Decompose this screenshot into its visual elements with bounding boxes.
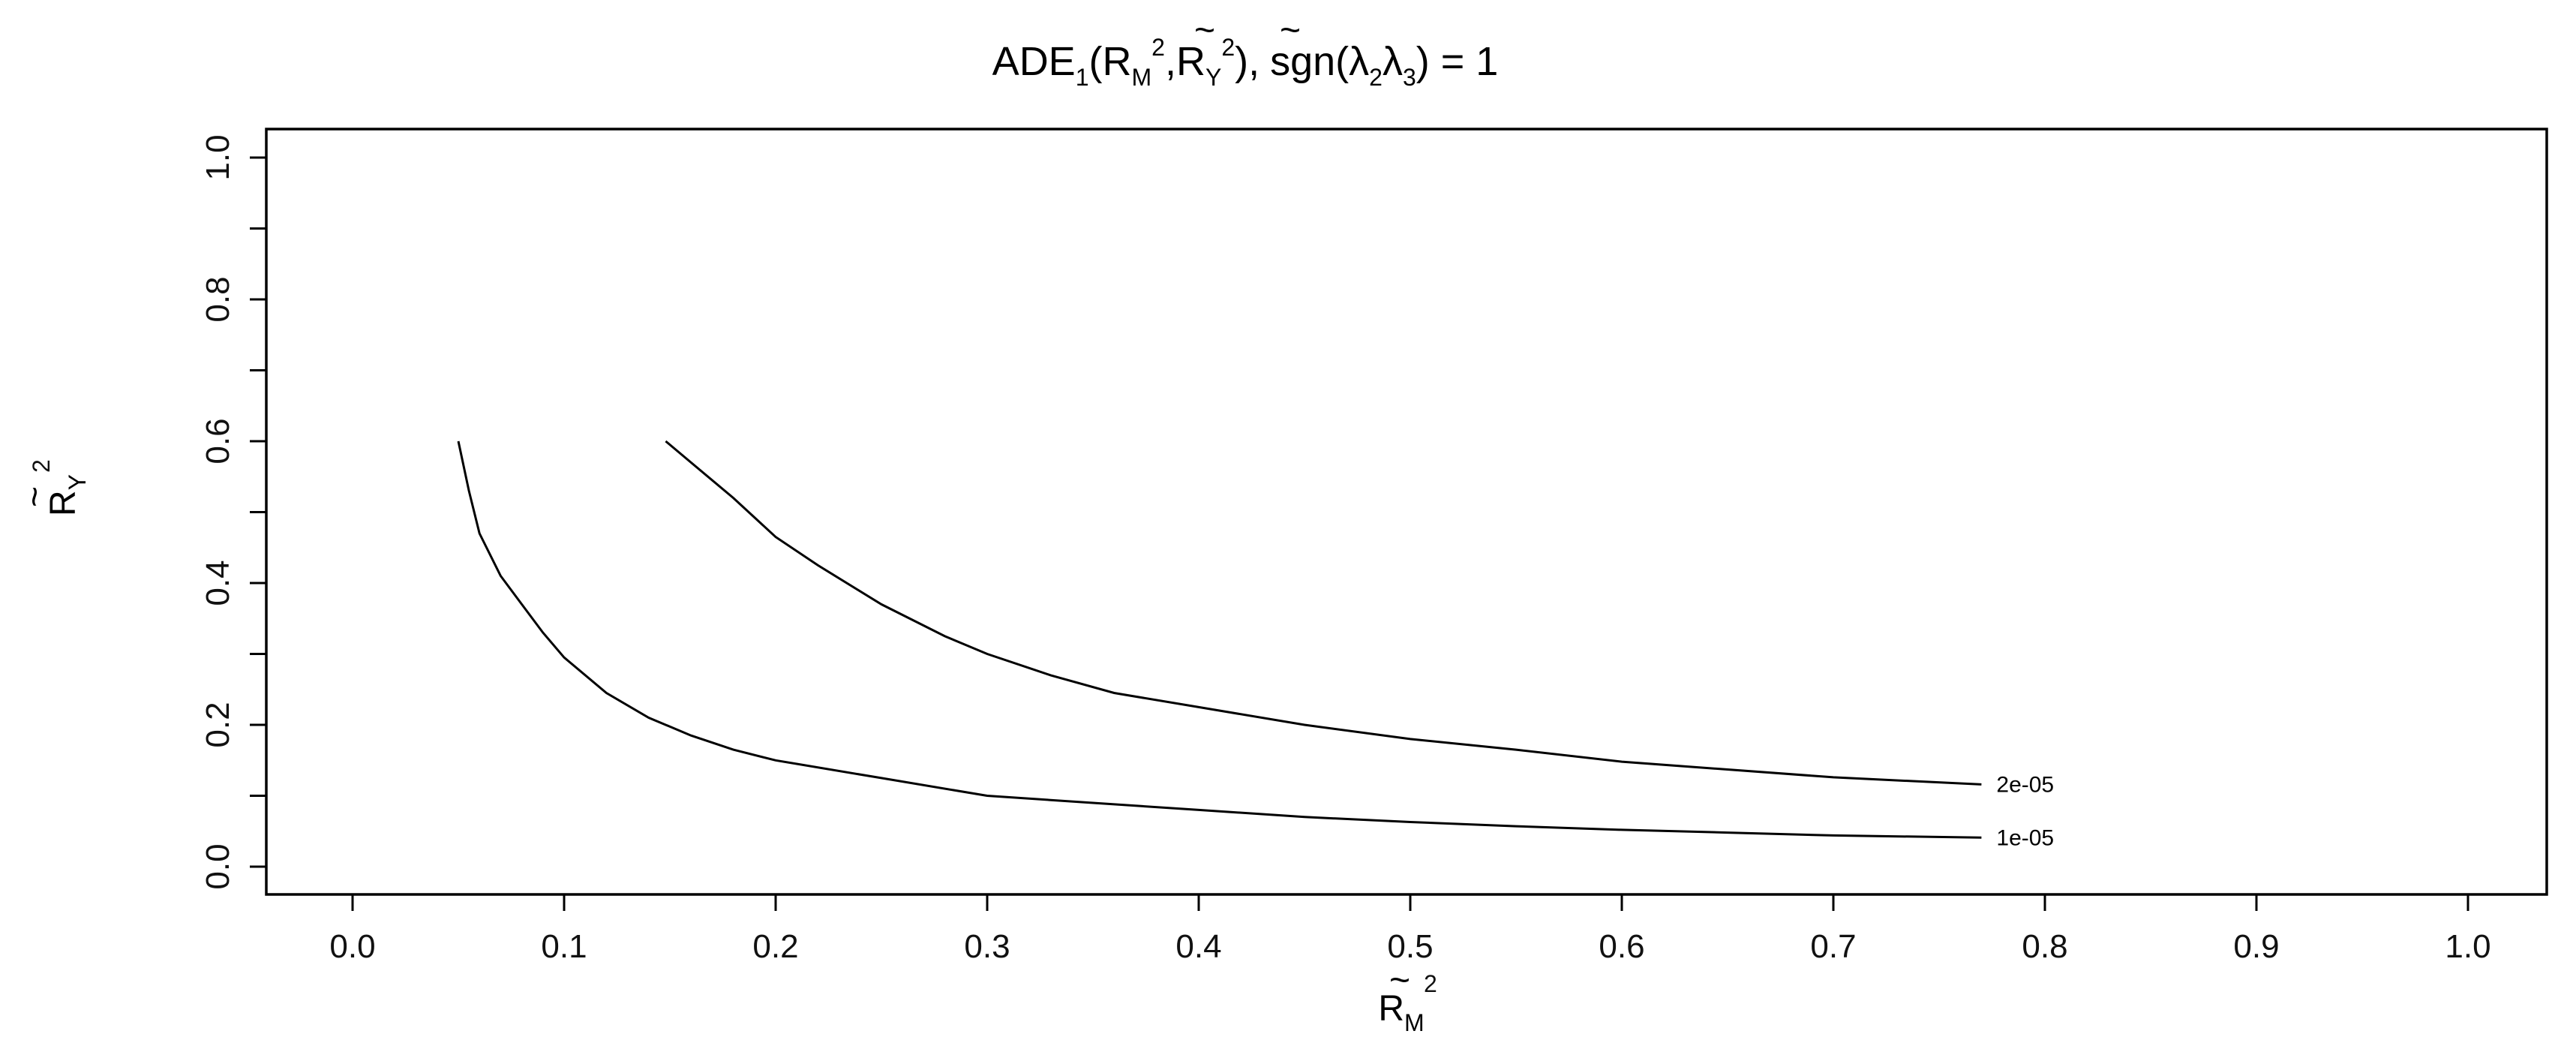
x-tick-label: 0.4 [1175,928,1221,965]
y-axis-label-group: RY 2 ~ [15,459,91,516]
series-group: 1e-05 2e-05 [457,440,2054,850]
series-line [665,440,1982,786]
x-tick-label: 0.6 [1599,928,1644,965]
title-open: ( [1089,39,1103,84]
y-tick-label: 0.6 [200,418,236,464]
y-axis-label-sup: 2 [28,459,55,473]
title-subscript: 1 [1076,64,1089,91]
y-axis-label-base: R [44,490,83,516]
series-label: 1e-05 [1996,825,2054,850]
title-arg1-sub: M [1132,64,1152,91]
title-lambda-1-sub: 2 [1369,64,1383,91]
y-tick-label: 0.2 [200,702,236,747]
series-label: 2e-05 [1996,772,2054,797]
x-axis-label-tilde: ~ [1389,960,1410,1000]
title-arg1: R [1103,39,1132,84]
chart-title: ADE1(RM2,RY2), sgn(λ2λ3) = 1 [992,34,1499,91]
title-sep: , [1165,39,1176,84]
x-axis: 0.0 0.1 0.2 0.3 0.4 0.5 0.6 0.7 0.8 0.9 1.0 [329,894,2491,965]
title-arg1-sup: 2 [1151,34,1165,61]
x-tick-label: 0.9 [2233,928,2279,965]
x-tick-label: 0.0 [329,928,375,965]
x-axis-label-base: R [1378,989,1404,1029]
title-arg2-sub: Y [1205,64,1221,91]
title-prefix: ADE [992,39,1076,84]
x-tick-label: 0.7 [1810,928,1856,965]
plot-frame [265,128,2548,896]
title-close: ), [1235,39,1259,84]
y-tick-label: 1.0 [200,134,236,180]
title-arg2: R [1176,39,1205,84]
x-tick-label: 1.0 [2445,928,2490,965]
x-axis-label-sup: 2 [1424,970,1437,997]
title-sgn-close: ) = 1 [1416,39,1499,84]
title-arg2-sup: 2 [1221,34,1235,61]
title-tilde-1: ~ [1194,11,1215,50]
y-axis: 0.0 0.2 0.4 0.6 0.8 1.0 [200,134,266,890]
x-tick-label: 0.1 [541,928,587,965]
y-axis-label-sub: Y [64,474,91,490]
x-axis-label: RM [1378,989,1424,1036]
title-tilde-2: ~ [1280,11,1301,50]
y-tick-label: 0.8 [200,276,236,322]
title-lambda-2: λ [1383,39,1403,84]
x-tick-label: 0.2 [752,928,798,965]
x-tick-label: 0.3 [964,928,1010,965]
title-sgn: sgn( [1270,39,1349,84]
x-tick-label: 0.5 [1387,928,1433,965]
y-axis-label: RY [44,474,91,516]
x-tick-label: 0.8 [2022,928,2067,965]
title-lambda-1: λ [1349,39,1369,84]
y-axis-label-tilde: ~ [15,486,55,507]
series-line [457,440,1982,839]
x-axis-label-sub: M [1404,1009,1425,1036]
y-tick-label: 0.4 [200,560,236,606]
title-lambda-2-sub: 3 [1403,64,1416,91]
y-tick-label: 0.0 [200,843,236,889]
